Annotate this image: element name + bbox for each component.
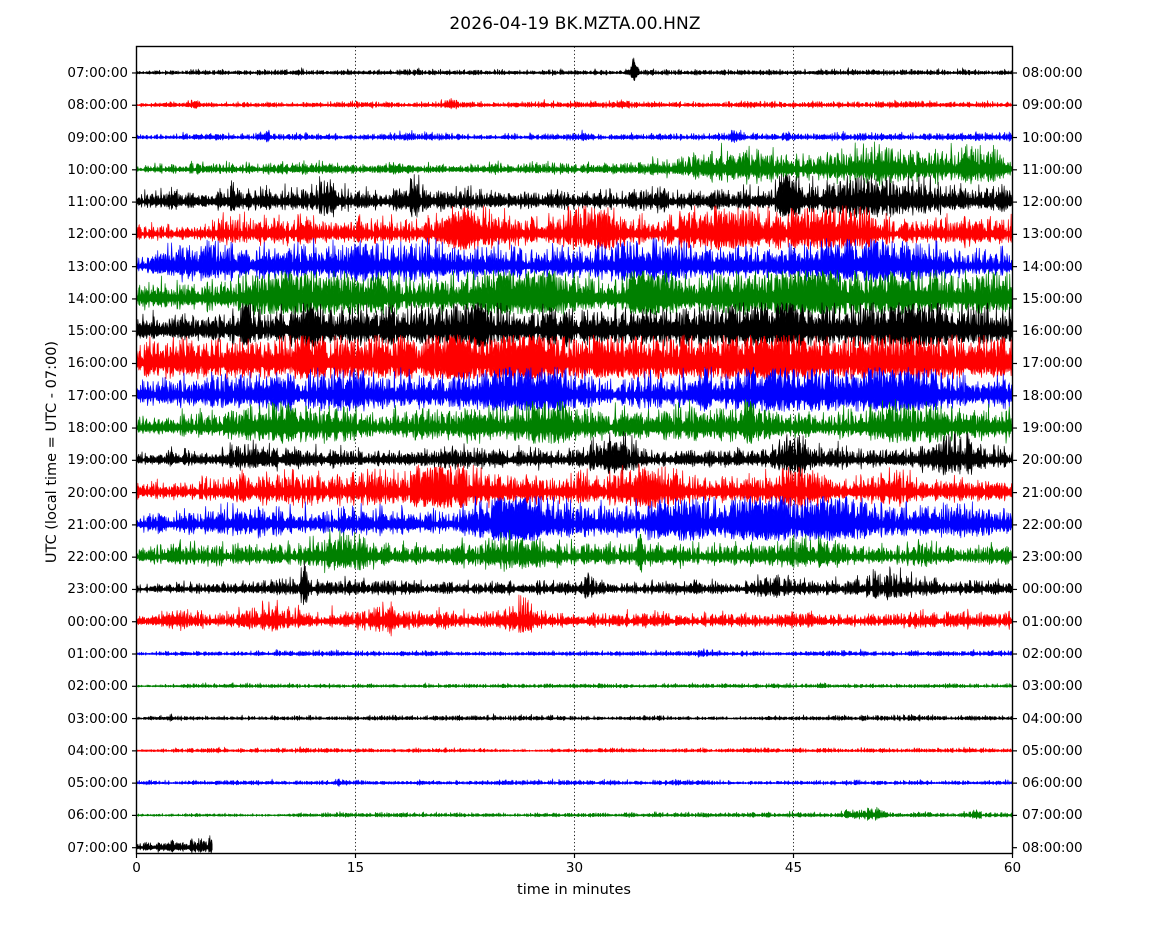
left-tick-label: 19:00:00 <box>67 452 128 469</box>
right-tick-label: 01:00:00 <box>1022 613 1083 630</box>
left-tick-label: 03:00:00 <box>67 710 128 727</box>
right-tick-label: 17:00:00 <box>1022 355 1083 372</box>
right-tick-label: 13:00:00 <box>1022 226 1083 243</box>
right-tick-label: 11:00:00 <box>1022 161 1083 178</box>
x-tick-label: 60 <box>1003 860 1022 876</box>
right-tick-label: 19:00:00 <box>1022 420 1083 437</box>
right-tick-label: 02:00:00 <box>1022 646 1083 662</box>
x-tick-label: 0 <box>132 860 141 876</box>
left-tick-label: 08:00:00 <box>67 97 128 114</box>
right-tick-label: 05:00:00 <box>1022 742 1083 759</box>
left-tick-label: 12:00:00 <box>67 226 128 243</box>
gridlines <box>355 46 794 854</box>
left-tick-label: 16:00:00 <box>67 355 128 372</box>
right-tick-label: 20:00:00 <box>1022 452 1083 469</box>
right-tick-label: 18:00:00 <box>1022 387 1083 404</box>
left-tick-label: 07:00:00 <box>67 839 128 856</box>
left-tick-label: 22:00:00 <box>67 549 128 566</box>
right-tick-label: 06:00:00 <box>1022 775 1083 792</box>
left-tick-label: 11:00:00 <box>67 194 128 211</box>
waveform-traces <box>136 57 1013 854</box>
right-tick-label: 03:00:00 <box>1022 678 1083 695</box>
right-tick-label: 08:00:00 <box>1022 64 1083 81</box>
right-tick-label: 15:00:00 <box>1022 290 1083 307</box>
left-tick-label: 09:00:00 <box>67 129 128 146</box>
left-tick-label: 10:00:00 <box>67 161 128 178</box>
right-tick-label: 07:00:00 <box>1022 807 1083 824</box>
right-tick-label: 22:00:00 <box>1022 516 1083 533</box>
right-tick-label: 10:00:00 <box>1022 129 1083 146</box>
x-tick-label: 45 <box>784 860 803 876</box>
trace-200000 <box>136 463 1013 509</box>
x-axis-label: time in minutes <box>517 882 631 898</box>
trace-040000 <box>136 746 1013 754</box>
left-tick-label: 20:00:00 <box>67 484 128 501</box>
right-tick-label: 09:00:00 <box>1022 97 1083 114</box>
page-title: 2026-04-19 BK.MZTA.00.HNZ <box>449 14 701 34</box>
right-tick-label: 21:00:00 <box>1022 484 1083 501</box>
trace-070000 <box>136 835 213 854</box>
left-tick-label: 05:00:00 <box>67 775 128 792</box>
left-tick-label: 15:00:00 <box>67 323 128 340</box>
left-tick-label: 17:00:00 <box>67 387 128 404</box>
left-tick-label: 01:00:00 <box>67 646 128 662</box>
right-tick-label: 14:00:00 <box>1022 258 1083 275</box>
right-tick-label: 08:00:00 <box>1022 839 1083 856</box>
left-tick-label: 23:00:00 <box>67 581 128 598</box>
trace-140000 <box>136 269 1013 316</box>
left-tick-label: 02:00:00 <box>67 678 128 695</box>
left-tick-label: 14:00:00 <box>67 290 128 307</box>
left-tick-label: 07:00:00 <box>67 64 128 81</box>
left-tick-label: 13:00:00 <box>67 258 128 275</box>
left-tick-label: 00:00:00 <box>67 613 128 630</box>
right-tick-label: 16:00:00 <box>1022 323 1083 340</box>
left-tick-label: 04:00:00 <box>67 742 128 759</box>
left-tick-label: 06:00:00 <box>67 807 128 824</box>
right-tick-label: 00:00:00 <box>1022 581 1083 598</box>
right-tick-label: 04:00:00 <box>1022 710 1083 727</box>
x-tick-label: 30 <box>565 860 584 876</box>
right-tick-label: 23:00:00 <box>1022 549 1083 566</box>
trace-080000 <box>136 98 1013 110</box>
axis-ticks <box>132 72 1017 858</box>
right-tick-label: 12:00:00 <box>1022 194 1083 211</box>
left-tick-label: 21:00:00 <box>67 516 128 533</box>
x-tick-label: 15 <box>346 860 365 876</box>
left-tick-label: 18:00:00 <box>67 420 128 437</box>
